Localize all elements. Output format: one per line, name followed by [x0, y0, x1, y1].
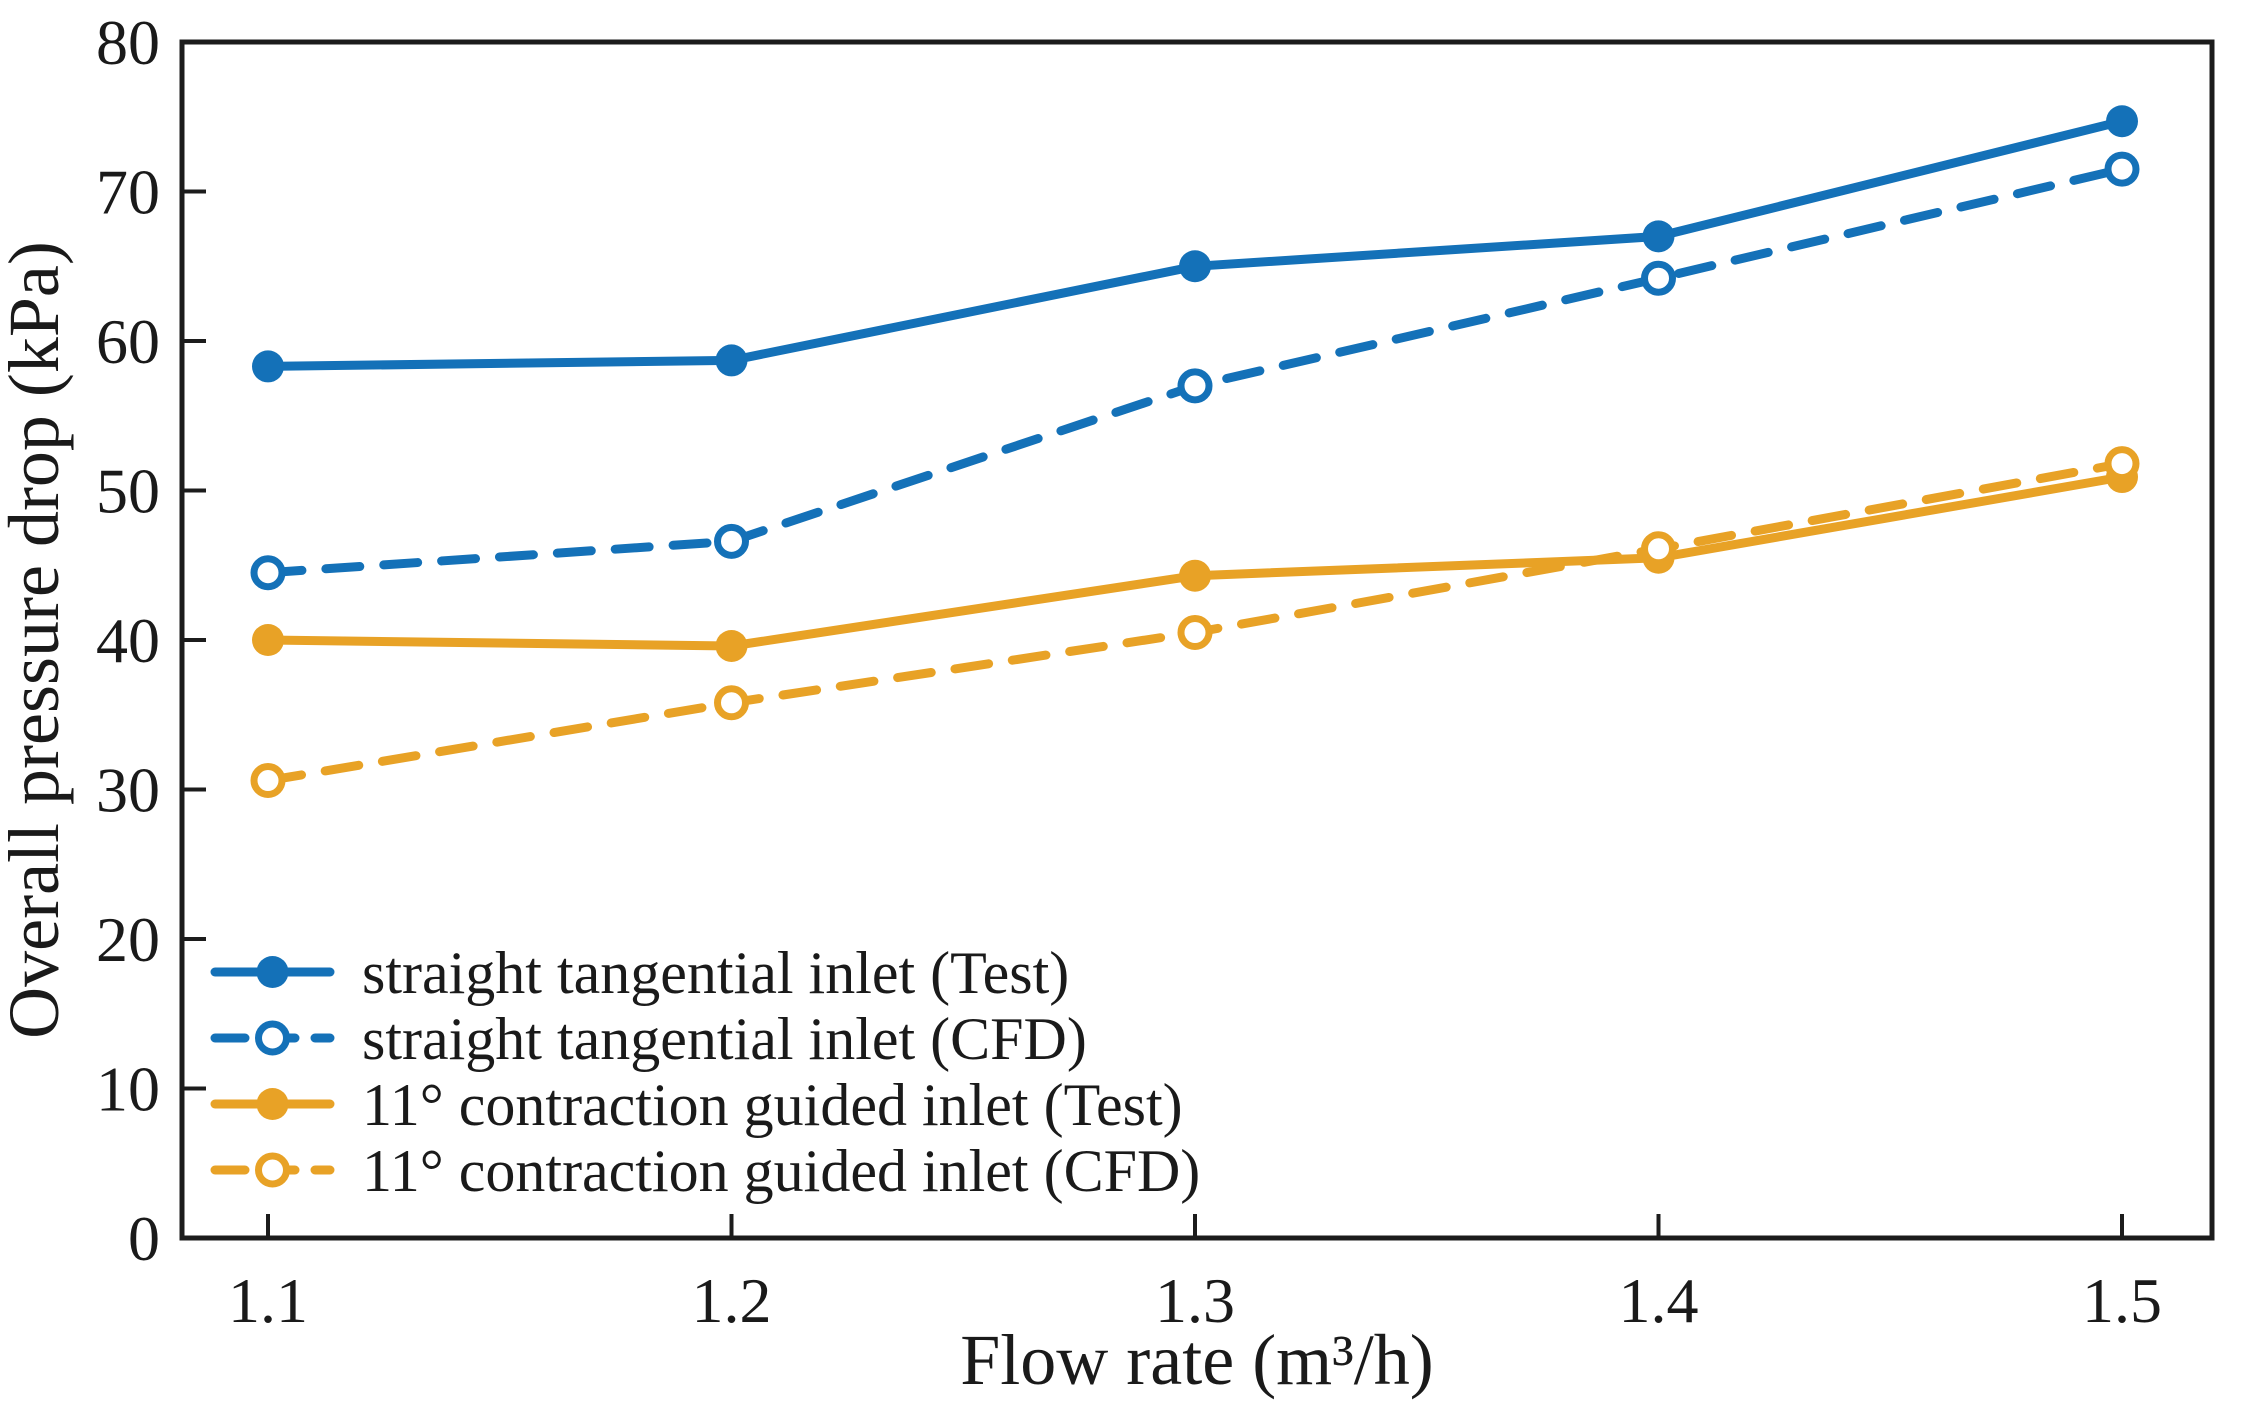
data-point-marker: [2104, 151, 2140, 187]
data-point-marker: [715, 344, 748, 377]
legend-marker-point: [256, 1088, 289, 1120]
y-axis-tick-label: 40: [96, 605, 160, 676]
y-axis-tick-label: 70: [96, 157, 160, 228]
data-point-marker: [2106, 105, 2138, 138]
x-axis-tick-label: 1.5: [2082, 1265, 2162, 1336]
legend-marker-point: [256, 956, 289, 988]
y-axis-tick-label: 80: [96, 7, 160, 78]
data-point-marker: [252, 624, 284, 656]
data-point-marker: [1177, 368, 1213, 404]
data-point-marker: [1179, 559, 1211, 592]
series-line: [263, 116, 2127, 371]
data-point-marker: [252, 350, 284, 383]
y-axis-tick-label: 10: [96, 1054, 160, 1125]
legend-marker-point: [255, 1020, 290, 1056]
legend-label: straight tangential inlet (CFD): [362, 1006, 1087, 1072]
y-axis-tick-label: 50: [96, 456, 160, 527]
y-axis-tick-label: 0: [128, 1203, 160, 1274]
data-point-marker: [1179, 250, 1211, 283]
x-axis-tick-label: 1.2: [692, 1265, 772, 1336]
y-axis-tick-label: 30: [96, 755, 160, 826]
y-axis-tick-label: 60: [96, 306, 160, 377]
y-axis-tick-label: 20: [96, 904, 160, 975]
data-point-marker: [1641, 531, 1676, 567]
legend-marker-point: [255, 1152, 290, 1188]
legend-label: 11° contraction guided inlet (Test): [362, 1072, 1183, 1138]
data-point-marker: [2104, 446, 2140, 482]
data-point-marker: [250, 763, 286, 799]
x-axis-tick-label: 1.1: [228, 1265, 308, 1336]
data-point-marker: [1641, 260, 1676, 296]
data-point-marker: [714, 523, 749, 559]
data-point-marker: [714, 685, 749, 721]
legend-label: straight tangential inlet (Test): [362, 940, 1069, 1006]
data-point-marker: [250, 555, 286, 591]
legend-label: 11° contraction guided inlet (CFD): [362, 1138, 1200, 1204]
data-point-marker: [1642, 220, 1675, 253]
data-point-marker: [1177, 615, 1213, 651]
x-axis-tick-label: 1.3: [1155, 1265, 1235, 1336]
data-point-marker: [715, 629, 748, 662]
x-axis-label: Flow rate (m³/h): [960, 1320, 1433, 1400]
y-axis-label: Overall pressure drop (kPa): [0, 241, 74, 1039]
x-axis-tick-label: 1.4: [1619, 1265, 1699, 1336]
